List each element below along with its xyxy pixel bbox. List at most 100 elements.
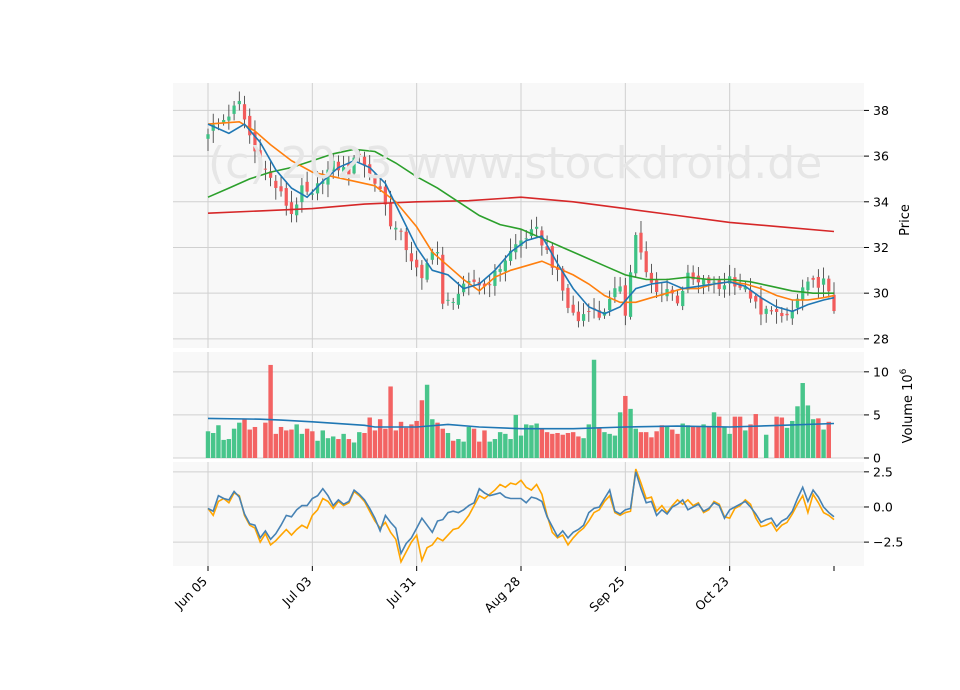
volume-bar	[675, 433, 680, 458]
volume-bar	[821, 429, 826, 458]
candle-body	[211, 124, 215, 131]
candle-body	[420, 264, 424, 279]
candle-body	[415, 259, 419, 268]
candle-body	[456, 293, 461, 305]
volume-bar	[263, 422, 268, 458]
volume-bar	[304, 428, 310, 458]
candle-body	[498, 269, 502, 272]
volume-bar	[779, 417, 785, 458]
volume-bar	[461, 441, 466, 458]
volume-bar	[336, 439, 341, 458]
candle-body	[701, 279, 706, 285]
volume-bar	[763, 434, 769, 458]
sma-slow-line	[207, 148, 834, 294]
volume-bar	[320, 430, 325, 458]
candle-body	[482, 283, 487, 287]
volume-bar	[711, 412, 717, 458]
candle-body	[581, 314, 586, 321]
volume-bar	[774, 416, 779, 458]
volume-bar	[826, 421, 832, 458]
candle-body	[806, 281, 810, 291]
volume-bar	[210, 433, 216, 458]
candle-body	[435, 252, 440, 254]
volume-bar	[795, 406, 800, 458]
volume-bar	[790, 420, 795, 458]
volume-bar	[419, 400, 425, 458]
candle-body	[519, 240, 523, 247]
volume-bar	[518, 435, 524, 458]
oscillator-line-a	[207, 471, 835, 556]
volume-bar	[555, 433, 560, 458]
candle-body	[655, 280, 659, 293]
price-background	[173, 83, 864, 348]
volume-bar	[670, 429, 675, 458]
candle-body	[409, 253, 414, 262]
candle-body	[764, 308, 768, 314]
candle-body	[289, 202, 294, 215]
volume-bar	[753, 414, 758, 458]
oscillator-panel: 2.5 0.0 −2.5	[173, 462, 903, 566]
candle-body	[222, 120, 226, 123]
volume-bar	[649, 437, 654, 458]
volume-bar	[581, 438, 586, 458]
volume-bar	[706, 426, 712, 458]
candle-body	[331, 160, 335, 171]
candle-body	[383, 186, 387, 205]
candle-body	[566, 287, 570, 308]
candle-body	[425, 263, 429, 280]
candle-body	[561, 268, 565, 291]
watermark-text: (c) 2023 www.stockdroid.de	[208, 138, 822, 189]
volume-bar	[680, 423, 685, 458]
volume-bar	[586, 424, 592, 458]
oscillator-ytick-label: 2.5	[873, 464, 893, 479]
x-tick-label: Aug 28	[481, 573, 523, 615]
candle-body	[535, 226, 539, 229]
x-axis: Jun 05 Jul 03 Jul 31 Aug 28 Sep 25 Oct 23	[171, 566, 835, 615]
candle-body	[613, 288, 617, 298]
volume-bar	[805, 405, 811, 458]
sma-long-line	[207, 196, 835, 233]
candle-body	[769, 310, 774, 312]
volume-bar	[278, 426, 284, 458]
candle-body	[503, 260, 507, 272]
volume-bar	[565, 433, 571, 458]
volume-bar	[701, 424, 706, 458]
candle-body	[373, 176, 377, 184]
volume-bar	[570, 432, 576, 458]
volume-bar	[534, 423, 539, 458]
volume-bar	[717, 416, 722, 458]
volume-bar	[315, 440, 320, 458]
volume-bar	[330, 436, 336, 458]
price-ytick-label: 36	[873, 149, 889, 164]
candle-body	[759, 297, 763, 315]
volume-bar	[602, 432, 607, 458]
price-panel: 28 30 32 34 36 38	[173, 83, 889, 348]
candle-body	[743, 286, 747, 290]
x-tick-label: Sep 25	[586, 574, 627, 615]
x-tick-label: Oct 23	[692, 574, 732, 614]
volume-bar	[550, 433, 555, 458]
price-axis-label: Price	[898, 204, 913, 236]
volume-bar	[466, 426, 472, 458]
volume-bar	[696, 426, 701, 458]
candle-body	[832, 294, 836, 312]
candle-body	[529, 229, 534, 237]
volume-bar	[216, 425, 221, 458]
volume-bar	[659, 425, 665, 458]
price-ytick-label: 38	[873, 103, 889, 118]
candle-body	[315, 183, 320, 194]
candle-body	[524, 238, 528, 240]
volume-bar	[628, 408, 633, 458]
candle-body	[587, 311, 591, 313]
volume-bar	[383, 428, 388, 458]
candle-body	[488, 284, 492, 286]
volume-bar	[497, 432, 503, 458]
volume-bar	[440, 428, 445, 458]
volume-bar	[362, 433, 367, 458]
candle-body	[227, 116, 231, 121]
volume-bar	[430, 419, 435, 458]
x-tick-label: Jun 05	[171, 574, 210, 613]
candle-body	[357, 153, 361, 155]
candle-body	[362, 156, 367, 166]
candle-body	[352, 157, 356, 174]
